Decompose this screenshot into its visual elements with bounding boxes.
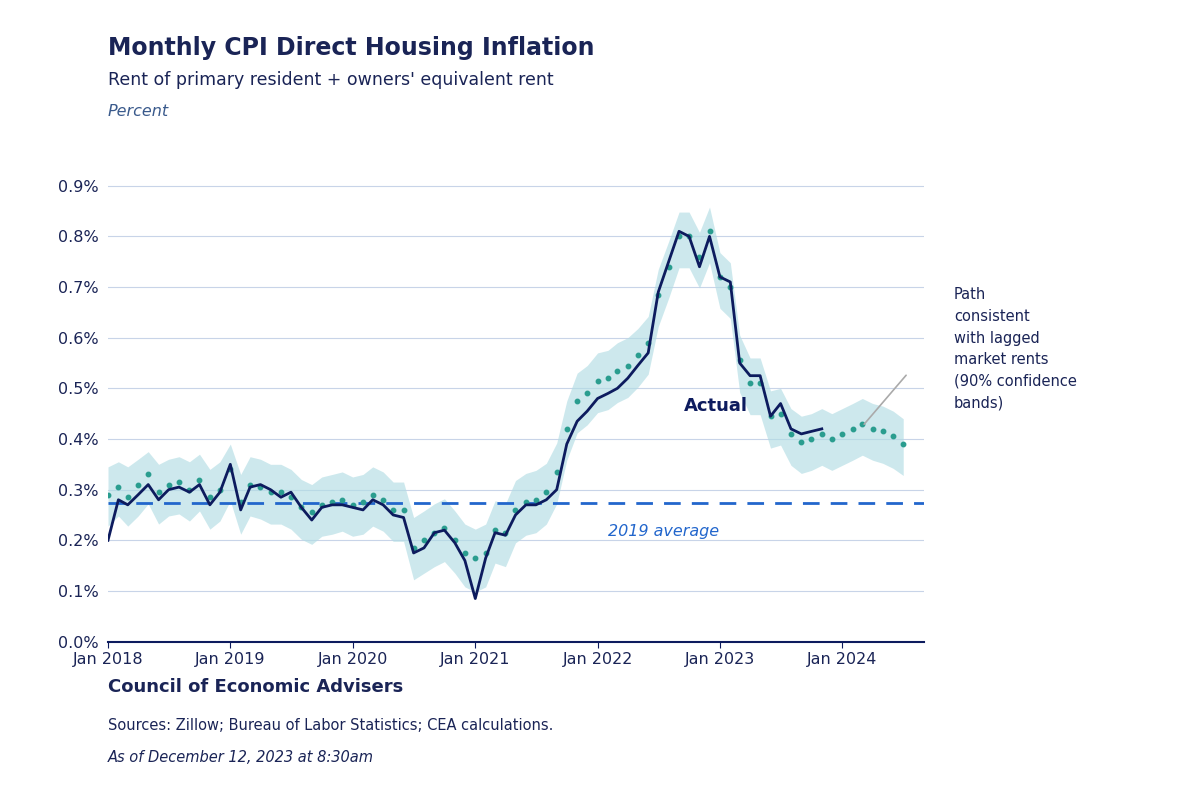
Text: Council of Economic Advisers: Council of Economic Advisers: [108, 678, 403, 695]
Text: Rent of primary resident + owners' equivalent rent: Rent of primary resident + owners' equiv…: [108, 71, 553, 88]
Text: Actual: Actual: [684, 397, 748, 415]
Text: Percent: Percent: [108, 104, 169, 119]
Text: Path
consistent
with lagged
market rents
(90% confidence
bands): Path consistent with lagged market rents…: [954, 287, 1076, 411]
Text: As of December 12, 2023 at 8:30am: As of December 12, 2023 at 8:30am: [108, 750, 374, 765]
Text: 2019 average: 2019 average: [608, 524, 719, 539]
Text: Sources: Zillow; Bureau of Labor Statistics; CEA calculations.: Sources: Zillow; Bureau of Labor Statist…: [108, 718, 553, 733]
Text: Monthly CPI Direct Housing Inflation: Monthly CPI Direct Housing Inflation: [108, 36, 594, 60]
